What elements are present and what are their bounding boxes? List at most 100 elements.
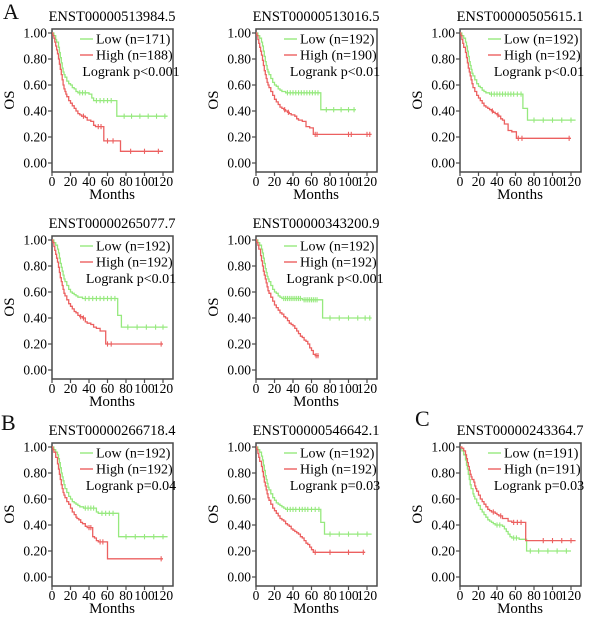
y-tick-label: 0.40 xyxy=(23,311,47,326)
y-axis-label: OS xyxy=(2,504,18,523)
y-tick-label: 0.60 xyxy=(227,492,251,507)
km-plot: ENST00000266718.4 0.00 0.20 0.40 0.60 0.80 1.0… xyxy=(2,423,177,617)
high-curve xyxy=(460,32,571,139)
high-curve xyxy=(256,32,372,136)
x-tick-label: 20 xyxy=(472,174,486,189)
logrank-label: Logrank p<0.01 xyxy=(86,272,176,287)
km-plot: ENST00000243364.7 0.00 0.20 0.40 0.60 0.80 1.0… xyxy=(410,423,584,617)
y-tick-label: 0.80 xyxy=(227,259,251,274)
x-tick-label: 0 xyxy=(253,381,260,396)
y-tick-label: 0.40 xyxy=(23,518,47,533)
x-tick-label: 0 xyxy=(49,588,56,603)
y-axis-label: OS xyxy=(2,90,18,109)
y-tick-label: 0.80 xyxy=(23,466,47,481)
km-subplot-enst00000546642.1: ENST00000546642.1 0.00 0.20 0.40 0.60 0.80 1.0… xyxy=(204,414,410,620)
x-tick-label: 100 xyxy=(134,174,155,189)
y-tick-label: 0.40 xyxy=(431,104,455,119)
y-tick-label: 0.00 xyxy=(431,156,455,171)
km-subplot-enst00000513016.5: ENST00000513016.5 0.00 0.20 0.40 0.60 0.80 1.0… xyxy=(204,0,410,212)
legend-high-label: High (n=190) xyxy=(300,49,377,64)
x-tick-label: 100 xyxy=(134,588,155,603)
x-tick-label: 120 xyxy=(561,588,582,603)
plot-box xyxy=(51,28,174,173)
x-tick-label: 40 xyxy=(286,174,300,189)
plot-box xyxy=(255,235,378,380)
high-curve xyxy=(52,446,163,560)
y-tick-label: 0.60 xyxy=(23,285,47,300)
low-curve xyxy=(52,239,168,328)
x-axis-label: Months xyxy=(293,601,339,615)
panel-label-a: A xyxy=(3,0,19,24)
plot-box xyxy=(459,28,582,173)
high-curve xyxy=(52,239,163,345)
y-tick-label: 0.20 xyxy=(23,544,47,559)
high-curve xyxy=(256,239,319,357)
high-curve xyxy=(52,32,163,152)
x-tick-label: 0 xyxy=(49,381,56,396)
x-tick-label: 20 xyxy=(268,174,282,189)
legend-low-label: Low (n=171) xyxy=(96,33,171,48)
y-tick-label: 0.60 xyxy=(431,78,455,93)
x-tick-label: 120 xyxy=(357,588,378,603)
x-tick-label: 20 xyxy=(472,588,486,603)
x-tick-label: 20 xyxy=(64,381,78,396)
y-tick-label: 0.40 xyxy=(23,104,47,119)
low-curve xyxy=(460,32,576,121)
y-axis-label: OS xyxy=(410,504,426,523)
y-tick-label: 0.40 xyxy=(431,518,455,533)
logrank-label: Logrank p<0.01 xyxy=(290,65,380,80)
x-tick-label: 80 xyxy=(119,588,133,603)
y-tick-label: 1.00 xyxy=(431,26,455,41)
x-tick-label: 40 xyxy=(82,174,96,189)
y-tick-label: 1.00 xyxy=(431,440,455,455)
x-tick-label: 80 xyxy=(527,588,541,603)
x-tick-label: 120 xyxy=(153,174,174,189)
x-axis-label: Months xyxy=(89,187,135,203)
y-tick-label: 0.00 xyxy=(227,156,251,171)
y-tick-label: 0.40 xyxy=(227,518,251,533)
x-tick-label: 60 xyxy=(509,174,523,189)
x-tick-label: 80 xyxy=(119,174,133,189)
legend-high-label: High (n=191) xyxy=(504,463,581,478)
x-tick-label: 80 xyxy=(323,381,337,396)
km-subplot-enst00000265077.7: ENST00000265077.7 0.00 0.20 0.40 0.60 0.80 1.0… xyxy=(0,207,206,419)
y-tick-label: 0.60 xyxy=(431,492,455,507)
legend-low-label: Low (n=192) xyxy=(300,447,375,462)
km-plot: ENST00000513984.5 0.00 0.20 0.40 0.60 0.80 1.0… xyxy=(2,9,180,203)
x-tick-label: 120 xyxy=(153,381,174,396)
plot-box xyxy=(255,442,378,587)
plot-title: ENST00000343200.9 xyxy=(253,216,380,232)
legend-low-label: Low (n=192) xyxy=(96,447,171,462)
x-axis-label: Months xyxy=(89,394,135,410)
logrank-label: Logrank p<0.01 xyxy=(494,65,584,80)
legend-low-label: Low (n=192) xyxy=(504,33,579,48)
y-tick-label: 0.00 xyxy=(23,570,47,585)
y-tick-label: 0.80 xyxy=(23,52,47,67)
x-tick-label: 60 xyxy=(101,174,115,189)
y-tick-label: 0.80 xyxy=(431,466,455,481)
x-tick-label: 40 xyxy=(490,588,504,603)
x-tick-label: 60 xyxy=(305,381,319,396)
x-tick-label: 100 xyxy=(338,588,359,603)
x-tick-label: 100 xyxy=(134,381,155,396)
plot-title: ENST00000266718.4 xyxy=(49,423,177,439)
y-tick-label: 0.20 xyxy=(227,337,251,352)
x-tick-label: 100 xyxy=(338,381,359,396)
km-plot: ENST00000513016.5 0.00 0.20 0.40 0.60 0.80 1.0… xyxy=(206,9,380,203)
x-tick-label: 80 xyxy=(119,381,133,396)
x-tick-label: 100 xyxy=(542,588,563,603)
x-tick-label: 100 xyxy=(338,174,359,189)
x-tick-label: 80 xyxy=(323,174,337,189)
logrank-label: Logrank p=0.03 xyxy=(494,479,584,494)
low-curve xyxy=(256,446,372,535)
y-tick-label: 0.40 xyxy=(227,311,251,326)
high-curve xyxy=(460,446,576,542)
x-tick-label: 0 xyxy=(253,588,260,603)
logrank-label: Logrank p<0.001 xyxy=(82,65,179,80)
x-tick-label: 120 xyxy=(561,174,582,189)
x-axis-label: Months xyxy=(293,394,339,410)
x-tick-label: 120 xyxy=(153,588,174,603)
plot-title: ENST00000513016.5 xyxy=(253,9,380,25)
y-axis-label: OS xyxy=(206,297,222,316)
